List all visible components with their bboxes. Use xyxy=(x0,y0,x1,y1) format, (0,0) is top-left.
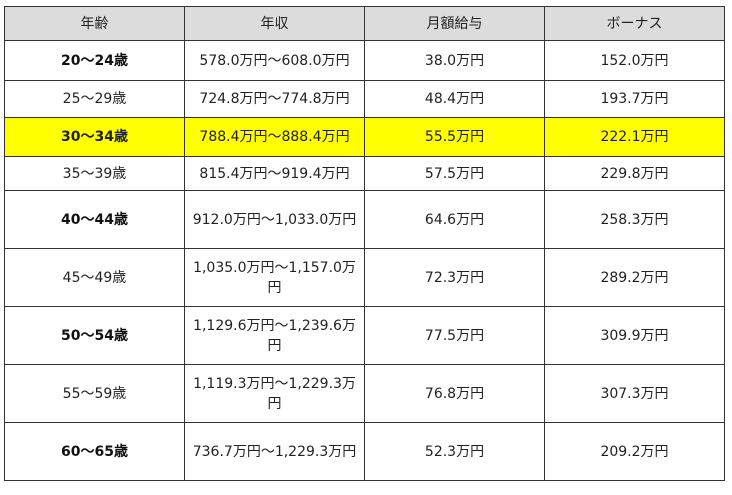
age-cell: 20～24歳 xyxy=(4,40,185,81)
header-monthly-salary: 月額給与 xyxy=(364,6,545,41)
age-cell: 55～59歳 xyxy=(4,364,185,423)
table-row: 60～65歳 736.7万円～1,229.3万円 52.3万円 209.2万円 xyxy=(4,422,725,481)
income-cell: 724.8万円～774.8万円 xyxy=(184,80,365,118)
monthly-cell: 76.8万円 xyxy=(364,364,545,423)
bonus-cell: 209.2万円 xyxy=(544,422,725,481)
header-annual-income: 年収 xyxy=(184,6,365,41)
age-cell: 50～54歳 xyxy=(4,306,185,365)
table-row: 20～24歳 578.0万円～608.0万円 38.0万円 152.0万円 xyxy=(4,40,725,81)
header-bonus: ボーナス xyxy=(544,6,725,41)
age-cell: 40～44歳 xyxy=(4,190,185,249)
table-row: 40～44歳 912.0万円～1,033.0万円 64.6万円 258.3万円 xyxy=(4,190,725,249)
table-row: 35～39歳 815.4万円～919.4万円 57.5万円 229.8万円 xyxy=(4,156,725,191)
salary-table-container: 年齢 年収 月額給与 ボーナス 20～24歳 578.0万円～608.0万円 3… xyxy=(4,6,725,481)
monthly-cell: 77.5万円 xyxy=(364,306,545,365)
monthly-cell: 64.6万円 xyxy=(364,190,545,249)
bonus-cell: 289.2万円 xyxy=(544,248,725,307)
age-cell: 30～34歳 xyxy=(4,117,185,157)
income-cell: 736.7万円～1,229.3万円 xyxy=(184,422,365,481)
monthly-cell: 57.5万円 xyxy=(364,156,545,191)
bonus-cell: 307.3万円 xyxy=(544,364,725,423)
table-row-highlighted: 30～34歳 788.4万円～888.4万円 55.5万円 222.1万円 xyxy=(4,117,725,157)
bonus-cell: 222.1万円 xyxy=(544,117,725,157)
monthly-cell: 48.4万円 xyxy=(364,80,545,118)
bonus-cell: 193.7万円 xyxy=(544,80,725,118)
salary-by-age-table: 年齢 年収 月額給与 ボーナス 20～24歳 578.0万円～608.0万円 3… xyxy=(4,6,725,481)
age-cell: 35～39歳 xyxy=(4,156,185,191)
bonus-cell: 309.9万円 xyxy=(544,306,725,365)
monthly-cell: 52.3万円 xyxy=(364,422,545,481)
income-cell: 1,119.3万円～1,229.3万円 xyxy=(184,364,365,423)
monthly-cell: 72.3万円 xyxy=(364,248,545,307)
header-age: 年齢 xyxy=(4,6,185,41)
income-cell: 788.4万円～888.4万円 xyxy=(184,117,365,157)
monthly-cell: 38.0万円 xyxy=(364,40,545,81)
income-cell: 1,035.0万円～1,157.0万円 xyxy=(184,248,365,307)
income-cell: 912.0万円～1,033.0万円 xyxy=(184,190,365,249)
age-cell: 45～49歳 xyxy=(4,248,185,307)
table-row: 45～49歳 1,035.0万円～1,157.0万円 72.3万円 289.2万… xyxy=(4,248,725,307)
age-cell: 25～29歳 xyxy=(4,80,185,118)
table-row: 55～59歳 1,119.3万円～1,229.3万円 76.8万円 307.3万… xyxy=(4,364,725,423)
income-cell: 815.4万円～919.4万円 xyxy=(184,156,365,191)
bonus-cell: 152.0万円 xyxy=(544,40,725,81)
bonus-cell: 258.3万円 xyxy=(544,190,725,249)
table-row: 25～29歳 724.8万円～774.8万円 48.4万円 193.7万円 xyxy=(4,80,725,118)
table-row: 50～54歳 1,129.6万円～1,239.6万円 77.5万円 309.9万… xyxy=(4,306,725,365)
income-cell: 578.0万円～608.0万円 xyxy=(184,40,365,81)
age-cell: 60～65歳 xyxy=(4,422,185,481)
table-header-row: 年齢 年収 月額給与 ボーナス xyxy=(4,6,725,41)
monthly-cell: 55.5万円 xyxy=(364,117,545,157)
bonus-cell: 229.8万円 xyxy=(544,156,725,191)
income-cell: 1,129.6万円～1,239.6万円 xyxy=(184,306,365,365)
